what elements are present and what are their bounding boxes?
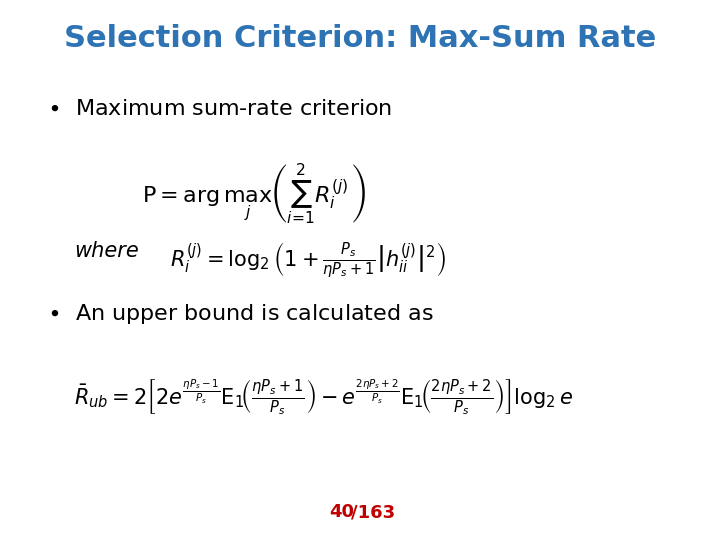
Text: $\mathrm{P} = \arg\max_{j} \left( \sum_{i=1}^{2} R_i^{(j)} \right)$: $\mathrm{P} = \arg\max_{j} \left( \sum_{… bbox=[143, 163, 367, 227]
Text: $\bullet$  Maximum sum-rate criterion: $\bullet$ Maximum sum-rate criterion bbox=[47, 99, 392, 119]
Text: $\bar{R}_{ub} = 2\left[ 2e^{\frac{\eta P_s-1}{P_s}} \mathrm{E}_1\!\left(\frac{\e: $\bar{R}_{ub} = 2\left[ 2e^{\frac{\eta P… bbox=[74, 377, 573, 417]
Text: Selection Criterion: Max-Sum Rate: Selection Criterion: Max-Sum Rate bbox=[64, 24, 656, 53]
Text: $R_i^{(j)} = \log_2 \left( 1 + \frac{P_s}{\eta P_s + 1} \left| h_{ii}^{(j)} \rig: $R_i^{(j)} = \log_2 \left( 1 + \frac{P_s… bbox=[169, 241, 446, 280]
Text: 40: 40 bbox=[329, 503, 354, 521]
Text: $\bullet$  An upper bound is calculated as: $\bullet$ An upper bound is calculated a… bbox=[47, 302, 433, 326]
Text: /163: /163 bbox=[351, 503, 395, 521]
Text: where: where bbox=[74, 241, 139, 261]
